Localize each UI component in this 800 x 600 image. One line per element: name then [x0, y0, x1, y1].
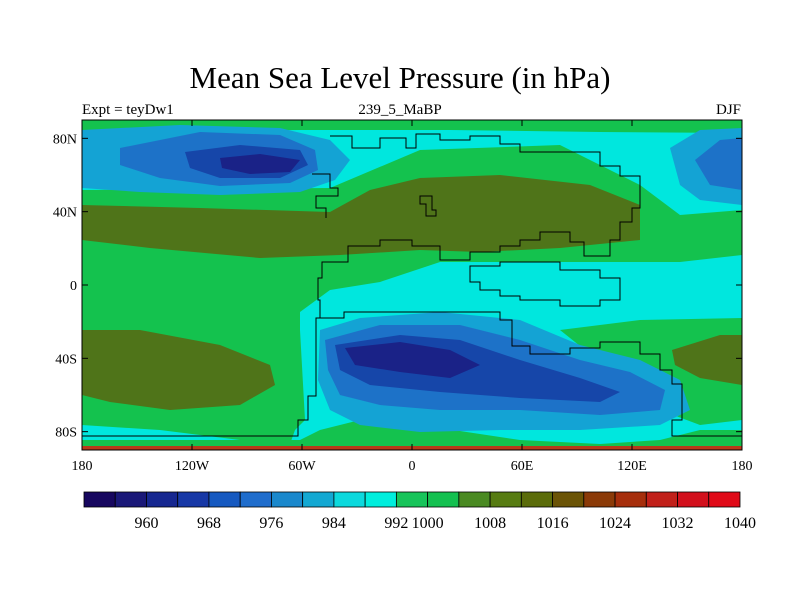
- colorbar-label: 1040: [724, 515, 756, 532]
- lon-label: 120W: [175, 459, 210, 474]
- longitude-axis: 180 120W 60W 0 60E 120E 180: [72, 120, 753, 474]
- contour-olive-south-west: [82, 330, 275, 410]
- colorbar-label: 992: [384, 515, 408, 532]
- lon-label: 120E: [617, 459, 647, 474]
- colorbar-swatch: [458, 491, 491, 508]
- contour-green-south-rim: [82, 420, 742, 446]
- experiment-label: Expt = teyDw1: [82, 102, 174, 118]
- lat-label: 0: [70, 279, 77, 294]
- colorbar-swatch: [395, 491, 429, 508]
- latitude-axis: 80N 40N 0 40S 80S: [53, 132, 742, 441]
- lon-label: 0: [409, 459, 416, 474]
- colorbar-swatch: [114, 491, 147, 508]
- colorbar-label: 1016: [537, 515, 569, 532]
- colorbar-swatch: [520, 491, 553, 508]
- continent-outline-southern: [320, 311, 742, 437]
- colorbar-swatch: [489, 491, 522, 508]
- colorbar-swatch: [427, 491, 460, 508]
- lat-label: 80N: [53, 132, 77, 147]
- contour-midblue-north-east: [695, 138, 742, 190]
- colorbar-swatch: [708, 491, 741, 508]
- colorbar-swatch: [271, 491, 304, 508]
- lon-label: 180: [72, 459, 93, 474]
- lat-label: 80S: [55, 426, 77, 441]
- lon-label: 60E: [511, 459, 534, 474]
- continent-outline-north-coast: [312, 173, 339, 218]
- colorbar-swatch: [208, 491, 241, 508]
- contour-navy-north-atlantic: [220, 154, 300, 174]
- colorbar-swatch: [146, 491, 179, 508]
- colorbar-swatch: [552, 491, 585, 508]
- colorbar-swatch: [177, 491, 210, 508]
- colorbar-label: 976: [259, 515, 283, 532]
- lat-label: 40S: [55, 352, 77, 367]
- colorbar-swatch: [583, 491, 616, 508]
- colorbar-label: 1032: [662, 515, 694, 532]
- island-outline: [419, 195, 437, 217]
- season-label: DJF: [715, 102, 741, 118]
- contour-olive-south-east: [672, 335, 742, 385]
- contour-olive-north-band: [82, 175, 640, 258]
- colorbar-label: 1024: [599, 515, 631, 532]
- continent-outline-inner-sea: [469, 261, 621, 307]
- colorbar-label: 968: [197, 515, 221, 532]
- colorbar: 960 968 976 984 992 1000 1008 1016 1024 1032 1040: [83, 491, 756, 532]
- plot-title: Mean Sea Level Pressure (in hPa): [189, 60, 611, 95]
- colorbar-swatch: [645, 491, 678, 508]
- colorbar-label: 984: [322, 515, 346, 532]
- colorbar-label: 1008: [474, 515, 506, 532]
- continent-outline: [82, 133, 641, 437]
- colorbar-swatch: [302, 491, 335, 508]
- colorbar-swatch: [677, 491, 710, 508]
- lat-label: 40N: [53, 206, 77, 221]
- colorbar-swatch: [364, 491, 397, 508]
- period-label: 239_5_MaBP: [358, 102, 442, 118]
- colorbar-swatch: [614, 491, 647, 508]
- colorbar-label: 1000: [412, 515, 444, 532]
- colorbar-swatch: [239, 491, 272, 508]
- colorbar-swatch: [83, 491, 116, 508]
- lon-label: 180: [732, 459, 753, 474]
- contour-navy-southern-ocean: [345, 342, 480, 378]
- colorbar-label: 960: [134, 515, 158, 532]
- colorbar-swatch: [333, 491, 366, 508]
- contour-fields: [82, 120, 742, 450]
- lon-label: 60W: [288, 459, 316, 474]
